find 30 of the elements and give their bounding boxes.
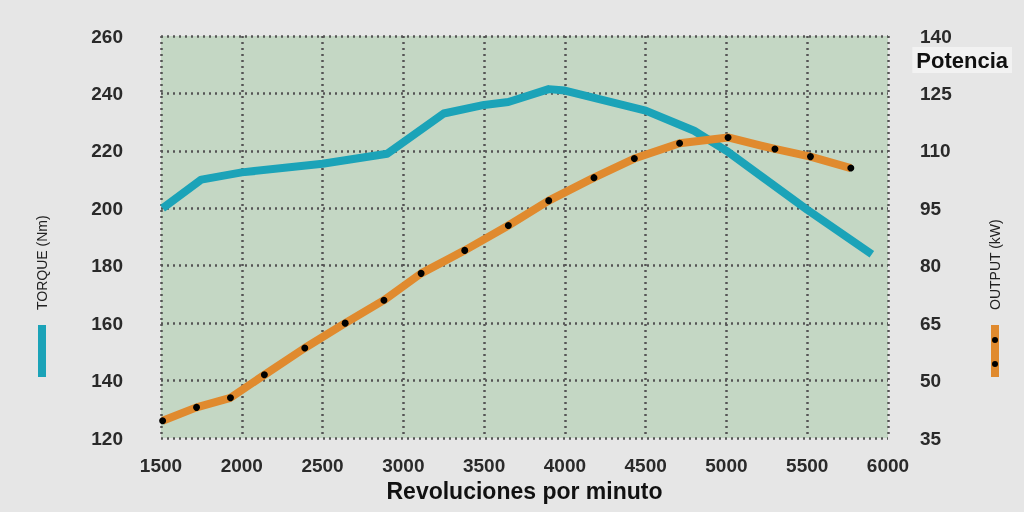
y-tick-label: 200 [91,197,123,219]
x-tick-label: 6000 [866,455,910,476]
x-tick-label: 5000 [705,455,748,476]
y-tick-label: 180 [91,255,123,277]
x-tick-label: 4000 [543,455,587,476]
x-tick-label: 2000 [220,455,263,476]
y-tick-label: 260 [91,25,123,47]
y-axis-title: TORQUE (Nm) [34,215,50,310]
y2-tick-label: 140 [920,25,952,47]
x-tick-label: 1500 [139,455,183,476]
y-tick-label: 140 [91,370,123,392]
y2-tick-label: 110 [920,140,951,162]
x-tick-label: 4500 [624,455,667,476]
x-axis-title: Revoluciones por minuto [386,478,663,505]
y-tick-label: 120 [91,427,123,449]
x-tick-label: 3500 [462,455,506,476]
y2-tick-label: 80 [920,255,942,277]
y2-axis-title: OUTPUT (kW) [987,219,1003,310]
y2-tick-label: 65 [920,312,942,334]
y-tick-label: 240 [91,82,123,104]
y2-tick-label: 125 [920,82,953,104]
y2-tick-label: 35 [920,427,942,449]
text: Potencia [916,47,1009,73]
x-tick-label: 2500 [301,455,344,476]
x-tick-label: 5500 [786,455,829,476]
y-tick-label: 160 [91,312,123,334]
y2-tick-label: 50 [920,370,942,392]
y-tick-label: 220 [91,140,123,162]
y2-tick-label: 95 [920,197,942,219]
x-tick-label: 3000 [382,455,425,476]
